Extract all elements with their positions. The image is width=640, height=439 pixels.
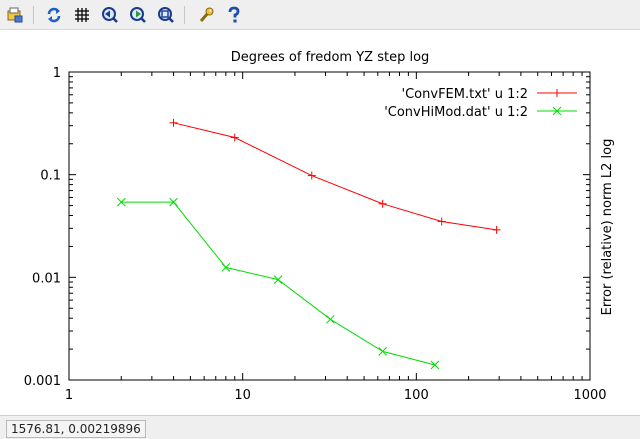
help-button[interactable] [223,4,245,26]
y-tick-label: 0.001 [24,374,61,389]
data-point [492,225,501,234]
y-tick-label: 1 [53,66,61,81]
y-axis-label: Error (relative) norm L2 log [600,139,615,316]
data-point [230,133,239,142]
series-line-1 [173,122,497,231]
data-point [430,360,440,370]
y-tick-label: 0.01 [32,271,61,286]
help-icon [228,6,240,23]
zoom-previous-button[interactable] [99,4,121,26]
x-tick-label: 1000 [573,388,606,403]
toolbar-separator [33,6,34,24]
zoom-next-icon [130,7,146,23]
settings-icon [199,7,214,22]
grid-icon [75,8,89,22]
toolbar-separator [184,6,185,24]
cross-marker-stroke [378,347,388,356]
x-tick-label: 10 [234,388,251,403]
x-tick-label: 1 [65,388,73,403]
cross-marker-stroke [221,263,231,272]
data-point [169,197,178,207]
data-point [273,275,283,284]
zoom-previous-icon [102,7,118,23]
grid-button[interactable] [71,4,93,26]
autoscale-icon [158,7,174,23]
plot-area[interactable]: Degrees of fredom YZ step log 1 10 100 1000… [0,30,640,415]
data-point [378,347,388,356]
cross-marker-stroke [552,106,562,116]
status-bar: 1576.81, 0.00219896 [0,415,640,439]
cross-marker-stroke [430,360,440,370]
toolbar [0,0,640,30]
legend-label: 'ConvHiMod.dat' u 1:2 [384,105,528,120]
plot-frame [68,71,591,381]
legend-label: 'ConvFEM.txt' u 1:2 [402,87,528,102]
cross-marker-stroke [116,197,126,207]
zoom-next-button[interactable] [127,4,149,26]
data-point [378,199,387,208]
export-icon [7,7,23,23]
chart-title: Degrees of fredom YZ step log [231,50,430,65]
cross-marker-stroke [326,314,335,324]
data-point [221,263,231,272]
y-tick-label: 0.1 [40,169,61,184]
data-point [326,314,335,324]
data-point [307,171,316,180]
legend-marker [552,106,562,116]
coordinate-readout: 1576.81, 0.00219896 [6,420,146,438]
x-tick-label: 100 [404,388,429,403]
settings-button[interactable] [195,4,217,26]
export-button[interactable] [4,4,26,26]
data-point [169,118,178,127]
chart: Degrees of fredom YZ step log 1 10 100 1000… [24,50,615,403]
autoscale-button[interactable] [155,4,177,26]
cross-marker-stroke [273,275,283,284]
replot-button[interactable] [43,4,65,26]
series-line-2 [121,201,436,366]
legend-marker [553,89,561,97]
replot-icon [47,7,61,23]
data-point [116,197,126,207]
cross-marker-stroke [169,197,178,207]
data-point [437,217,446,226]
